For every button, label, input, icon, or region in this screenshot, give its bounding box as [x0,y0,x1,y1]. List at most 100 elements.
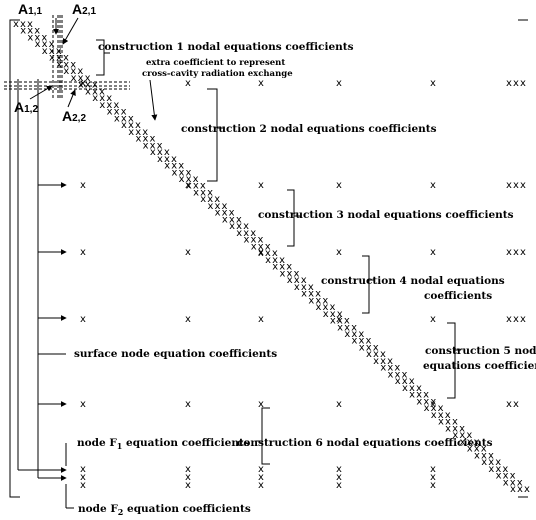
matrix-entry: x [294,268,300,279]
matrix-entry: x [409,390,415,401]
matrix-entry: x [336,78,342,89]
matrix-entry: x [336,472,342,483]
matrix-entry: x [215,208,221,219]
matrix-entry: x [222,214,228,225]
matrix-entry: x [315,289,321,300]
matrix-entry: x [243,221,249,232]
matrix-entry: x [481,450,487,461]
matrix-entry: x [502,464,508,475]
matrix-entry: x [99,93,105,104]
matrix-entry: x [185,399,191,410]
matrix-entry: x [92,93,98,104]
matrix-entry: x [80,464,86,475]
matrix-entry: x [56,46,62,57]
matrix-entry: x [236,228,242,239]
matrix-entry: x [229,208,235,219]
matrix-entry: x [336,247,342,258]
matrix-entry: x [402,369,408,380]
matrix-entry: x [121,120,127,131]
matrix-entry: x [13,19,19,30]
matrix-entry: x [430,314,436,325]
label-surface-node: surface node equation coefficients [74,348,277,360]
matrix-entry: x [186,174,192,185]
matrix-entry: x [520,78,526,89]
matrix-entry: x [258,248,264,259]
matrix-entry: x [236,221,242,232]
matrix-entry: x [63,59,69,70]
svg-text:A1,2: A1,2 [14,99,38,115]
matrix-entry: x [359,342,365,353]
label-construction-4-line1: construction 4 nodal equations [321,275,505,287]
matrix-entry: x [337,316,343,327]
matrix-entry: x [430,396,436,407]
matrix-entry: x [416,390,422,401]
matrix-entry: x [430,464,436,475]
matrix-entry: x [506,78,512,89]
matrix-entry: x [380,363,386,374]
matrix-entry: x [416,383,422,394]
matrix-entry: x [503,471,509,482]
matrix-entry: x [135,134,141,145]
matrix-entry: x [359,336,365,347]
matrix-entry: x [344,316,350,327]
matrix-entry: x [135,127,141,138]
matrix-entry: x [186,181,192,192]
matrix-entry: x [510,484,516,495]
matrix-bracket-right [518,19,528,498]
label-construction-5-line2: equations coefficients [423,360,536,372]
matrix-entry: x [142,127,148,138]
matrix-entry: x [517,477,523,488]
matrix-entry: x [409,383,415,394]
matrix-entry: x [431,403,437,414]
matrix-entry: x [506,247,512,258]
matrix-entry: x [222,208,228,219]
matrix-entry: x [200,187,206,198]
matrix-entry: x [78,73,84,84]
matrix-entry: x [135,120,141,131]
matrix-entry: x [107,107,113,118]
matrix-entry: x [200,181,206,192]
matrix-entry: x [506,314,512,325]
matrix-entry: x [128,127,134,138]
matrix-entry: x [258,247,264,258]
matrix-entry: x [27,26,33,37]
matrix-entry: x [330,316,336,327]
matrix-entry: x [308,282,314,293]
matrix-entry: x [258,78,264,89]
matrix-entry: x [337,322,343,333]
matrix-entry: x [445,417,451,428]
matrix-entry: x [27,19,33,30]
matrix-entry: x [35,39,41,50]
matrix-entry: x [185,247,191,258]
matrix-entry: x [416,396,422,407]
matrix-entry: x [330,302,336,313]
matrix-entry: x [157,147,163,158]
matrix-entry: x [106,93,112,104]
matrix-entry: x [214,201,220,212]
matrix-entry: x [474,444,480,455]
matrix-entry: x [279,255,285,266]
matrix-entry: x [430,78,436,89]
matrix-entry: x [80,180,86,191]
matrix-entry: x [164,161,170,172]
matrix-entry: x [394,363,400,374]
matrix-entry: x [77,66,83,77]
matrix-entry: x [70,59,76,70]
matrix-entry: x [272,262,278,273]
matrix-entry: x [466,430,472,441]
matrix-entry: x [452,430,458,441]
matrix-entry: x [474,450,480,461]
matrix-entry: x [157,154,163,165]
matrix-entry: x [373,349,379,360]
matrix-entry: x [495,464,501,475]
svg-text:A2,1: A2,1 [72,1,96,17]
matrix-entry: x [506,180,512,191]
matrix-entry: x [128,113,134,124]
matrix-entry: x [513,180,519,191]
matrix-entry: x [251,241,257,252]
matrix-entry: x [438,410,444,421]
matrix-entry: x [430,399,436,410]
matrix-entry: x [301,282,307,293]
matrix-entry: x [330,309,336,320]
matrix-entry: x [380,356,386,367]
